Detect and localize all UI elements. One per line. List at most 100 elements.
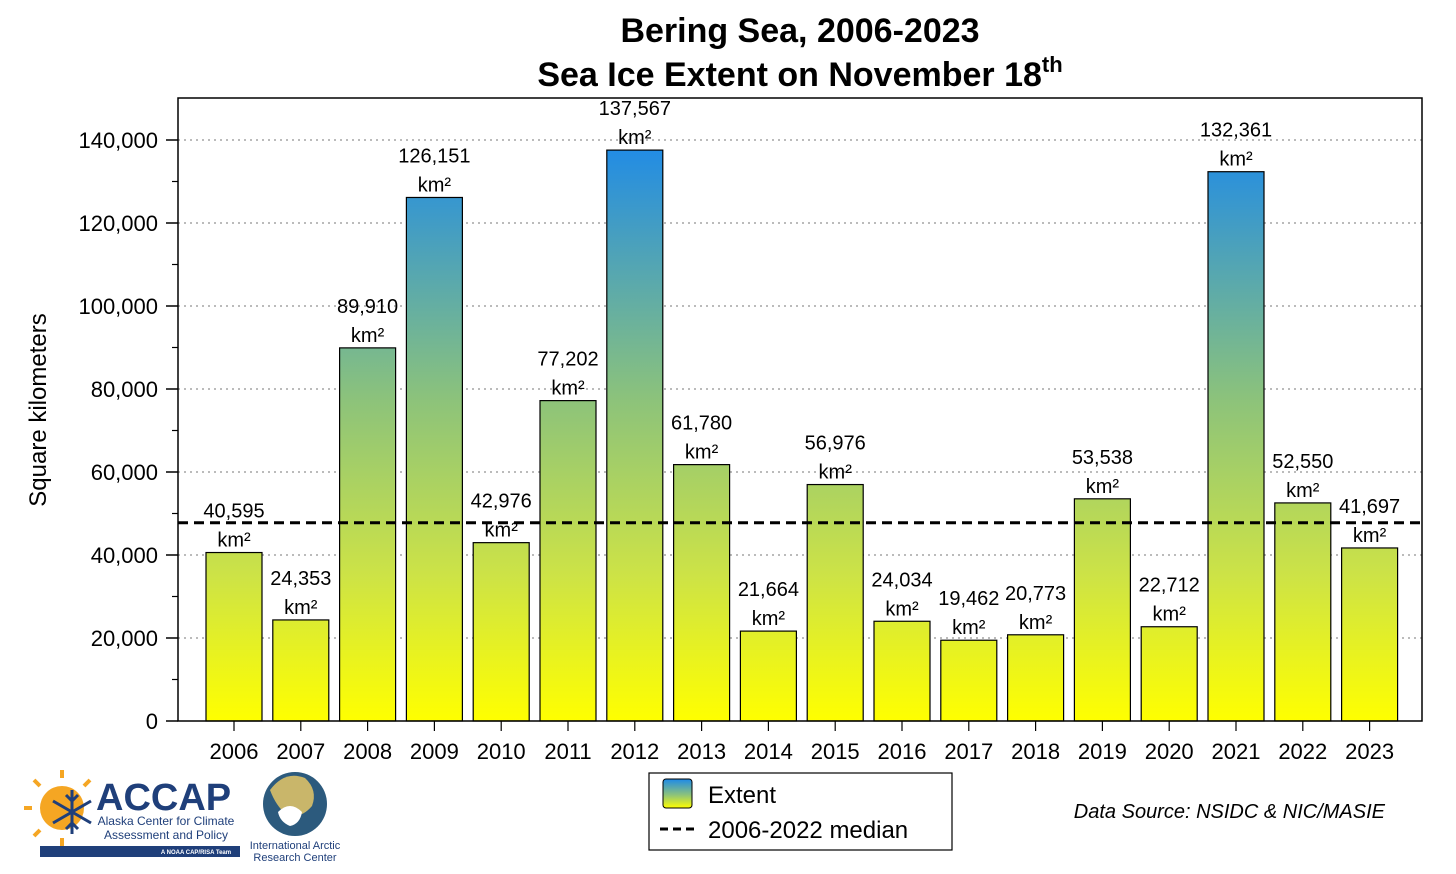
value-unit-label: km² bbox=[1353, 525, 1387, 547]
value-unit-label: km² bbox=[819, 462, 853, 484]
bar-2008 bbox=[339, 347, 397, 722]
value-label: 61,780 bbox=[671, 413, 732, 435]
bar-2006 bbox=[205, 551, 263, 722]
iarc-line2: Research Center bbox=[253, 852, 336, 864]
x-tick-label: 2015 bbox=[811, 739, 860, 764]
x-tick-label: 2012 bbox=[610, 739, 659, 764]
x-tick-label: 2008 bbox=[343, 739, 392, 764]
value-unit-label: km² bbox=[418, 174, 452, 196]
value-unit-label: km² bbox=[217, 530, 251, 552]
value-label: 20,773 bbox=[1005, 583, 1066, 605]
accap-underline bbox=[40, 846, 240, 857]
legend: Extent 2006-2022 median bbox=[648, 772, 953, 851]
x-tick-label: 2010 bbox=[477, 739, 526, 764]
y-tick-label: 140,000 bbox=[78, 128, 158, 153]
y-tick-label: 60,000 bbox=[91, 460, 158, 485]
value-label: 52,550 bbox=[1272, 451, 1333, 473]
legend-box bbox=[648, 772, 953, 851]
value-unit-label: km² bbox=[1219, 149, 1253, 171]
data-source-text: Data Source: NSIDC & NIC/MASIE bbox=[1074, 801, 1386, 823]
bar-2011 bbox=[539, 400, 597, 722]
value-labels: 40,595 km² 24,353 km² 89,910 km² 126,151 km² 42,… bbox=[203, 98, 1400, 639]
value-unit-label: km² bbox=[885, 598, 919, 620]
accap-wordmark: ACCAP bbox=[96, 777, 231, 819]
x-tick-label: 2014 bbox=[744, 739, 793, 764]
value-label: 132,361 bbox=[1200, 120, 1272, 142]
y-tick-label: 0 bbox=[146, 709, 158, 734]
bar-2015 bbox=[806, 483, 864, 722]
value-label: 22,712 bbox=[1139, 575, 1200, 597]
value-label: 53,538 bbox=[1072, 447, 1133, 469]
value-unit-label: km² bbox=[752, 608, 786, 630]
y-tick-label: 100,000 bbox=[78, 294, 158, 319]
y-axis-label: Square kilometers bbox=[25, 313, 52, 506]
legend-median-label: 2006-2022 median bbox=[708, 817, 908, 844]
x-tick-label: 2021 bbox=[1212, 739, 1261, 764]
bar-2022 bbox=[1274, 502, 1332, 722]
value-label: 42,976 bbox=[471, 491, 532, 513]
accap-logo: ACCAP Alaska Center for Climate Assessme… bbox=[24, 770, 240, 857]
bar-2009 bbox=[405, 196, 463, 722]
bar-2017 bbox=[940, 639, 998, 722]
bar-2021 bbox=[1207, 171, 1265, 722]
value-unit-label: km² bbox=[485, 520, 519, 542]
value-unit-label: km² bbox=[952, 617, 986, 639]
value-unit-label: km² bbox=[685, 442, 719, 464]
value-label: 40,595 bbox=[203, 501, 264, 523]
bar-2014 bbox=[739, 630, 798, 722]
value-label: 77,202 bbox=[537, 349, 598, 371]
legend-extent-label: Extent bbox=[708, 782, 776, 809]
x-tick-label: 2023 bbox=[1345, 739, 1394, 764]
y-tick-label: 20,000 bbox=[91, 626, 158, 651]
y-tick-label: 80,000 bbox=[91, 377, 158, 402]
bar-2016 bbox=[873, 620, 931, 722]
bar-2020 bbox=[1140, 626, 1198, 722]
x-tick-label: 2013 bbox=[677, 739, 726, 764]
value-label: 56,976 bbox=[805, 433, 866, 455]
bar-2023 bbox=[1340, 547, 1399, 722]
value-unit-label: km² bbox=[1286, 480, 1320, 502]
bar-2012 bbox=[606, 149, 664, 722]
value-label: 41,697 bbox=[1339, 496, 1400, 518]
value-label: 19,462 bbox=[938, 588, 999, 610]
x-tick-label: 2020 bbox=[1145, 739, 1194, 764]
bar-2007 bbox=[272, 619, 330, 722]
value-unit-label: km² bbox=[618, 127, 652, 149]
legend-extent-swatch bbox=[662, 778, 693, 809]
x-tick-label: 2019 bbox=[1078, 739, 1127, 764]
value-unit-label: km² bbox=[351, 325, 385, 347]
x-tick-label: 2022 bbox=[1278, 739, 1327, 764]
chart-subtitle-superscript: th bbox=[1042, 52, 1063, 77]
accap-line1: Alaska Center for Climate bbox=[98, 814, 235, 828]
value-label: 21,664 bbox=[738, 579, 799, 601]
chart-subtitle-main: Sea Ice Extent on November 18 bbox=[537, 56, 1042, 94]
x-tick-label: 2016 bbox=[878, 739, 927, 764]
bar-2013 bbox=[672, 464, 731, 722]
value-label: 24,353 bbox=[270, 568, 331, 590]
x-tick-label: 2018 bbox=[1011, 739, 1060, 764]
x-tick-label: 2006 bbox=[210, 739, 259, 764]
x-tick-label: 2011 bbox=[544, 739, 591, 764]
bar-2010 bbox=[472, 542, 530, 722]
accap-tag: A NOAA CAP/RISA Team bbox=[161, 850, 231, 856]
x-tick-label: 2017 bbox=[944, 739, 993, 764]
iarc-line1: International Arctic bbox=[250, 840, 341, 852]
y-axis: 0 20,000 40,000 60,000 80,000 100,000 120,000 1… bbox=[78, 128, 178, 734]
value-label: 137,567 bbox=[599, 98, 671, 120]
value-label: 89,910 bbox=[337, 296, 398, 318]
value-unit-label: km² bbox=[1086, 476, 1120, 498]
value-label: 24,034 bbox=[871, 569, 932, 591]
chart-subtitle: Sea Ice Extent on November 18th bbox=[537, 52, 1062, 94]
value-unit-label: km² bbox=[1019, 612, 1053, 634]
x-axis: 2006 2007 2008 2009 2010 2011 2012 2013 2014 2015… bbox=[210, 721, 1394, 764]
value-unit-label: km² bbox=[1153, 604, 1187, 626]
value-label: 126,151 bbox=[398, 145, 470, 167]
iarc-logo: International Arctic Research Center bbox=[250, 772, 341, 864]
sun-snowflake-icon bbox=[24, 770, 92, 846]
chart-title: Bering Sea, 2006-2023 bbox=[620, 12, 979, 50]
value-unit-label: km² bbox=[284, 597, 318, 619]
globe-bear-icon bbox=[263, 772, 327, 836]
value-unit-label: km² bbox=[551, 378, 585, 400]
accap-line2: Assessment and Policy bbox=[104, 828, 228, 842]
